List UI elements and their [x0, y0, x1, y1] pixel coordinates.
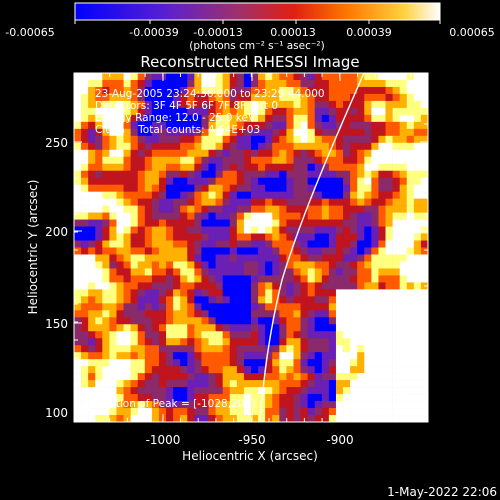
info-overlay: 23-Aug-2005 23:24:36.000 to 23:29:44.000… — [95, 88, 325, 410]
y-tick-label-0: 250 — [45, 136, 68, 150]
info-line-clean: Clean Total counts: 4.64E+03 — [95, 124, 260, 136]
colorbar-tick-label-1: -0.00039 — [129, 26, 178, 39]
x-tick-label-0: -1000 — [146, 433, 181, 447]
colorbar: -0.00065 -0.00039 -0.00013 0.00013 0.000… — [5, 2, 495, 52]
colorbar-tick-label-3: 0.00013 — [270, 26, 316, 39]
colorbar-units: (photons cm⁻² s⁻¹ asec⁻²) — [189, 40, 324, 52]
y-tick-label-2: 150 — [45, 317, 68, 331]
y-axis-title: Heliocentric Y (arcsec) — [26, 180, 40, 315]
plot-title: Reconstructed RHESSI Image — [140, 53, 359, 71]
colorbar-tick-label-4: 0.00039 — [346, 26, 392, 39]
colorbar-tick-marks — [74, 20, 441, 24]
solar-limb — [259, 73, 365, 422]
info-line-energy: Energy Range: 12.0 - 25.0 keV — [95, 112, 256, 124]
colorbar-tick-label-5: 0.00065 — [449, 26, 495, 39]
y-tick-label-1: 200 — [45, 225, 68, 239]
info-line-time: 23-Aug-2005 23:24:36.000 to 23:29:44.000 — [95, 88, 325, 100]
colorbar-tick-label-2: -0.00013 — [193, 26, 242, 39]
rhessi-image — [74, 73, 428, 422]
colorbar-tick-label-0: -0.00065 — [5, 26, 54, 39]
footer-timestamp: 1-May-2022 22:06 — [387, 485, 497, 499]
info-line-detectors: Detectors: 3F 4F 5F 6F 7F 8F, Att 0 — [95, 100, 278, 112]
peak-position: Position of Peak = [-1028,203] — [95, 398, 255, 410]
y-tick-label-3: 100 — [45, 406, 68, 420]
image-pixels — [74, 73, 428, 422]
x-axis-title: Heliocentric X (arcsec) — [182, 449, 318, 463]
x-tick-label-2: -900 — [326, 433, 353, 447]
colorbar-gradient — [74, 2, 441, 21]
x-tick-label-1: -950 — [238, 433, 265, 447]
axis-tick-marks — [74, 73, 428, 422]
